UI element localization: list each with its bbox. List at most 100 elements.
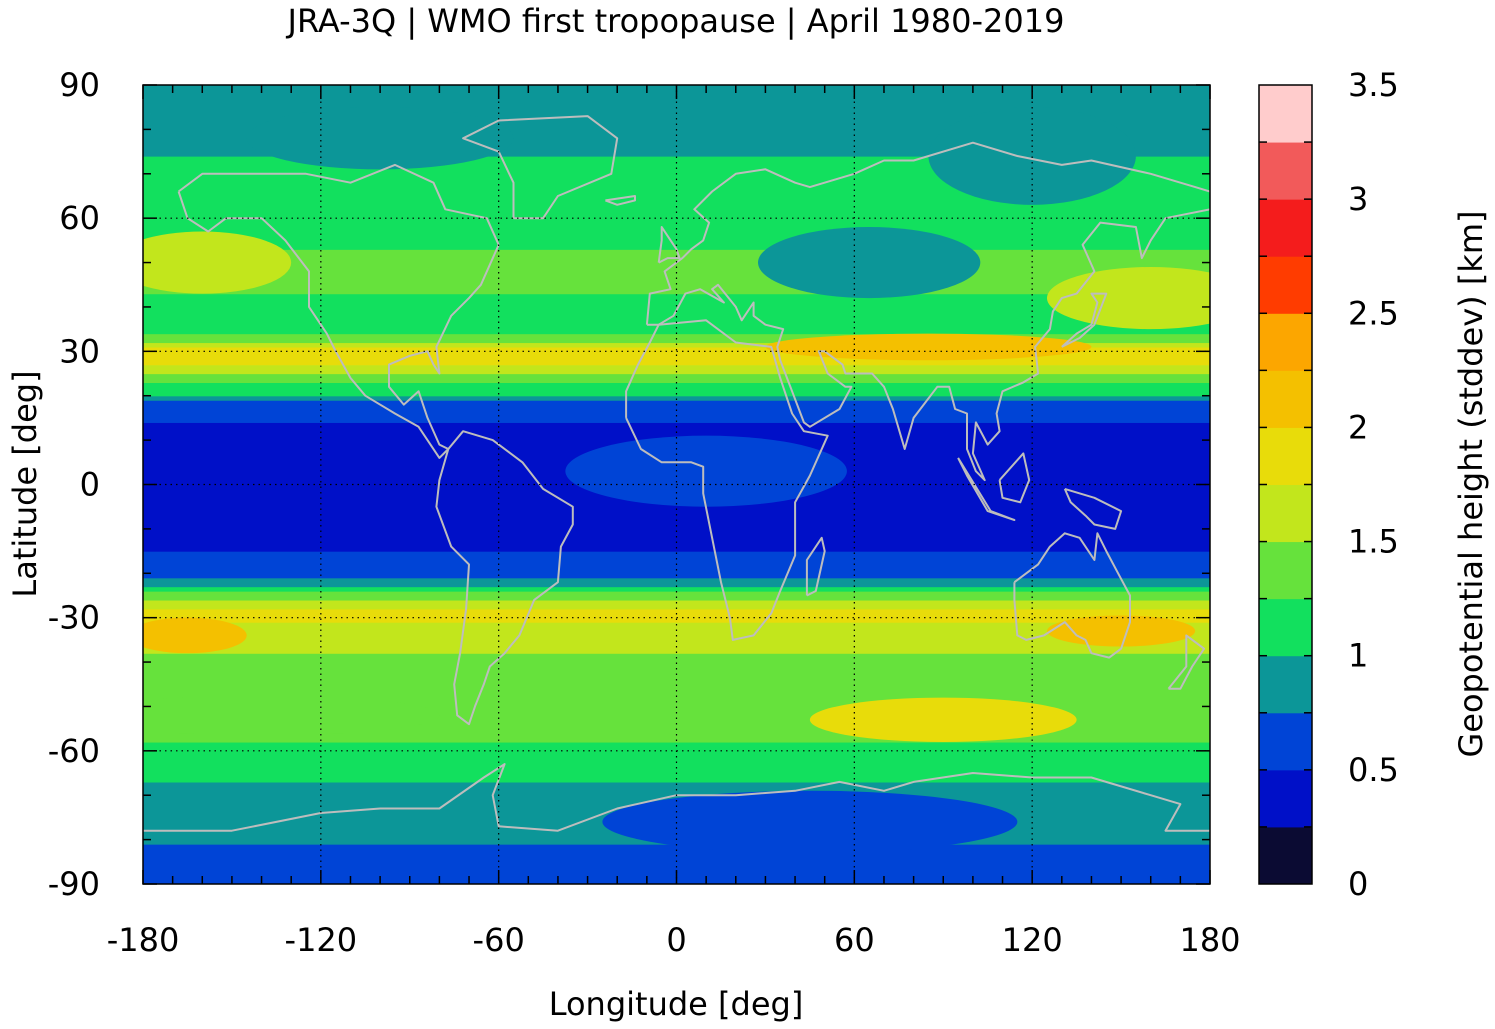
field-band <box>143 355 1210 361</box>
field-band <box>143 635 1210 641</box>
field-band <box>143 218 1210 224</box>
y-tick-label: 0 <box>80 466 100 504</box>
field-band <box>143 156 1210 162</box>
field-band <box>143 755 1210 761</box>
field-band <box>143 866 1210 872</box>
x-tick-label: 60 <box>834 921 875 959</box>
x-tick-label: 120 <box>1002 921 1063 959</box>
field-band <box>143 431 1210 437</box>
field-band <box>143 129 1210 135</box>
field-band <box>143 750 1210 756</box>
field-band <box>143 200 1210 206</box>
field-band <box>143 630 1210 637</box>
field-band <box>143 617 1210 623</box>
field-band <box>143 741 1210 747</box>
colorbar-segment <box>1259 427 1312 485</box>
colorbar-segment <box>1259 85 1312 143</box>
colorbar-segment <box>1259 256 1312 314</box>
x-tick-label: -180 <box>107 921 180 959</box>
field-anomaly <box>809 697 1077 742</box>
field-band <box>143 164 1210 170</box>
coastline-path <box>1061 292 1108 348</box>
y-tick-label: -60 <box>48 732 100 770</box>
field-band <box>143 271 1210 277</box>
field-band <box>143 191 1210 197</box>
x-axis-label: Longitude [deg] <box>549 985 804 1023</box>
field-band <box>143 764 1210 770</box>
coastline-path <box>435 430 574 726</box>
coastline-path <box>625 319 829 641</box>
field-band <box>143 653 1210 659</box>
field-band <box>143 795 1210 801</box>
field-band <box>143 511 1210 517</box>
field-band <box>143 662 1210 668</box>
field-band <box>143 857 1210 863</box>
coastline-path <box>462 115 619 220</box>
field-band <box>143 351 1210 357</box>
x-tick-label: -60 <box>473 921 525 959</box>
field-anomaly <box>565 435 847 507</box>
field-band <box>143 777 1210 783</box>
field-band <box>143 684 1210 690</box>
colorbar-tick-label: 0.5 <box>1348 751 1399 789</box>
colorbar-tick-label: 2 <box>1348 408 1368 446</box>
field-band <box>143 768 1210 774</box>
field-band <box>143 675 1210 681</box>
colorbar-tick-label: 1 <box>1348 637 1368 675</box>
coastline-path <box>605 195 636 206</box>
y-axis-label: Latitude [deg] <box>6 370 44 597</box>
colorbar-segment <box>1259 199 1312 257</box>
colorbar-segment <box>1259 370 1312 428</box>
field-band <box>143 724 1210 730</box>
field-band <box>143 728 1210 734</box>
gridlines <box>143 85 1210 884</box>
field-band <box>143 315 1210 321</box>
chart-title: JRA-3Q | WMO first tropopause | April 19… <box>286 2 1065 40</box>
coastline-path <box>1013 532 1131 659</box>
field-band <box>143 648 1210 654</box>
colorbar-segment <box>1259 484 1312 543</box>
field-band <box>143 329 1210 335</box>
field-band <box>143 98 1210 104</box>
colorbar-segment <box>1259 541 1312 600</box>
field-band <box>143 262 1210 268</box>
colorbar: 0 0.5 1 1.5 2 2.5 3 3.5 <box>1258 66 1399 903</box>
field-band <box>143 151 1210 157</box>
y-tick-label: -30 <box>48 599 100 637</box>
colorbar-tick-label: 1.5 <box>1348 523 1399 561</box>
field-band <box>143 111 1210 117</box>
field-band <box>143 591 1210 597</box>
x-tick-label: 0 <box>666 921 686 959</box>
field-band <box>143 790 1210 796</box>
field-band <box>143 417 1210 423</box>
field-band <box>143 377 1210 384</box>
field-band <box>143 120 1210 126</box>
field-band <box>143 608 1210 614</box>
field-anomaly <box>143 695 440 736</box>
coastline-path <box>1063 487 1123 530</box>
field-band <box>143 733 1210 739</box>
colorbar-tick-label: 2.5 <box>1348 294 1399 332</box>
coastline-path <box>998 452 1031 504</box>
colorbar-tick-label: 3.5 <box>1348 66 1399 104</box>
field-band <box>143 568 1210 574</box>
coastline-path <box>645 141 1210 325</box>
field-band <box>143 409 1210 415</box>
field-band <box>143 626 1210 632</box>
field-band <box>143 133 1210 139</box>
field-band <box>143 364 1210 370</box>
field-band <box>143 173 1210 179</box>
field-band <box>143 124 1210 130</box>
x-tick-label: -120 <box>285 921 358 959</box>
field-band <box>143 386 1210 392</box>
y-tick-label: 60 <box>59 199 100 237</box>
colorbar-segment <box>1259 655 1312 714</box>
field-band <box>143 422 1210 428</box>
field-band <box>143 746 1210 752</box>
field-band <box>143 360 1210 366</box>
field-anomaly <box>143 231 292 294</box>
field-band <box>143 773 1210 779</box>
field-band <box>143 289 1210 295</box>
field-band <box>143 293 1210 299</box>
